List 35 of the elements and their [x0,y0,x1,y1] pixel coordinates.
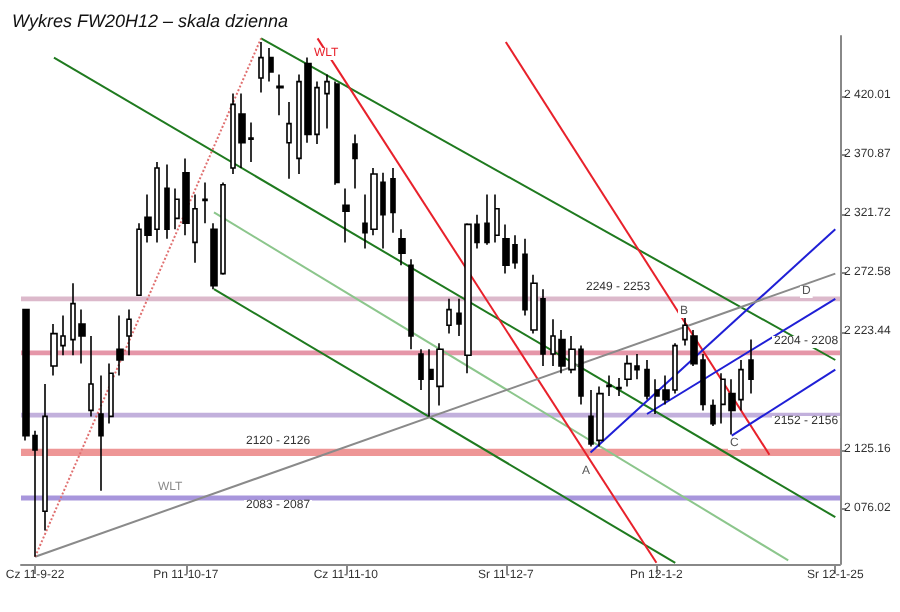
candlestick [596,385,604,448]
candlestick [50,323,58,377]
candlestick [464,222,472,374]
candlestick [334,80,340,186]
candlestick [624,354,632,388]
candlestick [710,398,716,427]
candlestick [390,167,396,234]
candlestick [616,377,622,397]
candlestick [606,374,612,397]
candlestick [98,374,104,492]
candlestick [238,92,246,169]
candlestick [398,228,406,266]
candlestick [116,314,124,377]
candlestick [268,47,274,83]
candlestick [418,348,424,391]
candlestick [446,298,452,335]
candlestick [352,133,358,190]
candlestick [484,193,490,246]
candlestick [258,41,264,94]
candlestick [502,223,510,275]
candlestick [276,73,284,116]
candlestick [164,163,170,240]
chart-title: Wykres FW20H12 – skala dzienna [12,11,289,31]
candlestick [88,335,94,418]
candlestick [126,308,132,356]
candlestick [202,181,208,224]
candlestick [342,187,350,244]
candlestick [286,101,292,180]
candlestick [108,362,114,425]
candlestick [408,258,414,350]
candlestick [494,193,500,244]
candlestick [42,383,48,532]
candlestick [644,359,650,401]
candlestick [324,73,330,130]
candlestick [748,338,754,395]
